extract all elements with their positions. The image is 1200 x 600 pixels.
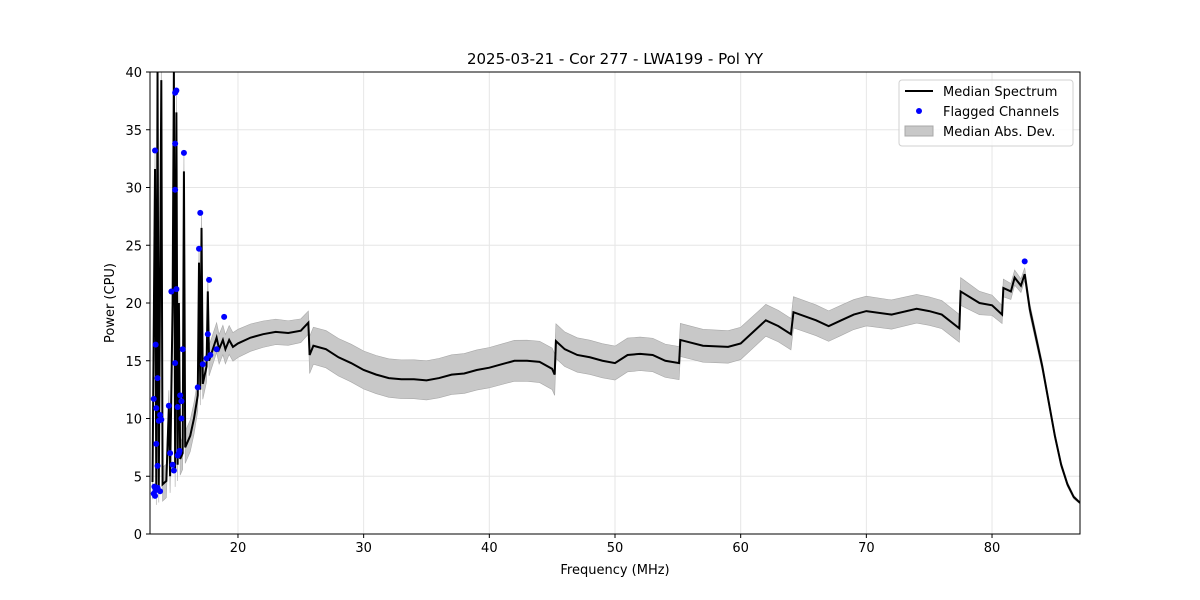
flagged-channel-point (152, 492, 159, 499)
flagged-channel-point (152, 341, 159, 348)
legend-median: Median Spectrum (943, 85, 1057, 100)
axis-ticks: 20 30 40 50 60 70 80 0 5 10 15 20 25 30 35 40 (125, 66, 1000, 556)
flagged-channel-point (177, 392, 184, 399)
y-tick-label: 0 (134, 528, 142, 543)
flagged-channel-point (154, 375, 161, 382)
flagged-channel-point (172, 140, 179, 147)
y-axis-label: Power (CPU) (103, 263, 118, 343)
legend-flagged: Flagged Channels (943, 105, 1059, 120)
flagged-channel-point (173, 87, 180, 94)
flagged-channel-point (197, 209, 204, 216)
x-tick-label: 70 (858, 541, 875, 556)
flagged-channel-point (199, 361, 206, 368)
flagged-channel-point (158, 416, 165, 423)
median-spectrum-line (151, 72, 1080, 504)
legend: Median Spectrum Flagged Channels Median … (898, 79, 1074, 147)
flagged-channel-point (213, 346, 220, 353)
flagged-channel-point (179, 346, 186, 353)
x-tick-label: 50 (607, 541, 624, 556)
flagged-channel-point (203, 355, 210, 362)
flagged-channel-point (154, 462, 161, 469)
flagged-channel-point (150, 395, 157, 402)
y-tick-label: 10 (125, 413, 142, 428)
x-axis-label: Frequency (MHz) (560, 563, 669, 578)
flagged-channel-point (169, 461, 176, 468)
flagged-channel-point (172, 360, 179, 367)
x-tick-label: 30 (355, 541, 372, 556)
flagged-channel-point (170, 467, 177, 474)
x-tick-label: 40 (481, 541, 498, 556)
legend-patch-icon (904, 125, 934, 137)
flagged-channel-point (157, 412, 164, 419)
flagged-channel-point (180, 149, 187, 156)
y-tick-label: 35 (125, 124, 142, 139)
y-tick-label: 20 (125, 297, 142, 312)
mad-band (152, 72, 1080, 505)
flagged-channel-point (178, 398, 185, 405)
flagged-channel-point (1021, 258, 1028, 265)
flagged-channel-point (165, 402, 172, 409)
legend-dot-icon (916, 108, 922, 114)
flagged-channel-point (174, 452, 181, 459)
flagged-channel-point (207, 351, 214, 358)
y-tick-label: 40 (125, 66, 142, 81)
flagged-channel-point (173, 286, 180, 293)
x-tick-label: 20 (230, 541, 247, 556)
flagged-channel-point (221, 313, 228, 320)
y-tick-label: 25 (125, 239, 142, 254)
legend-mad: Median Abs. Dev. (943, 125, 1055, 140)
flagged-channel-point (194, 384, 201, 391)
x-tick-label: 80 (984, 541, 1001, 556)
flagged-channel-point (172, 186, 179, 193)
flagged-channel-point (153, 440, 160, 447)
flagged-channel-point (152, 147, 159, 154)
flagged-channel-point (176, 447, 183, 454)
y-tick-label: 5 (134, 470, 142, 485)
flagged-channel-point (178, 415, 185, 422)
x-tick-label: 60 (732, 541, 749, 556)
flagged-channel-point (168, 288, 175, 295)
flagged-channel-point (206, 276, 213, 283)
y-tick-label: 30 (125, 182, 142, 197)
flagged-channel-point (196, 245, 203, 252)
flagged-channel-point (174, 403, 181, 410)
y-tick-label: 15 (125, 355, 142, 370)
flagged-channel-point (204, 331, 211, 338)
flagged-channels (150, 87, 1028, 499)
flagged-channel-point (167, 450, 174, 457)
flagged-channel-point (153, 405, 160, 412)
flagged-channel-point (157, 488, 164, 495)
chart-title: 2025-03-21 - Cor 277 - LWA199 - Pol YY (467, 50, 764, 68)
